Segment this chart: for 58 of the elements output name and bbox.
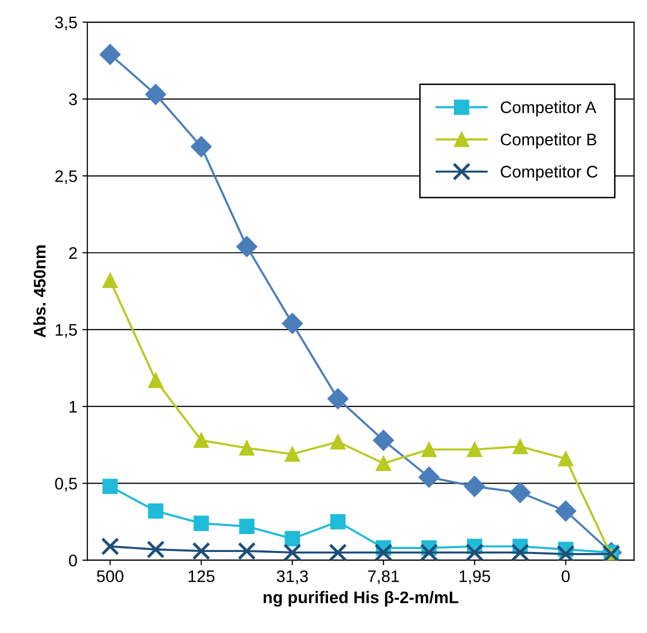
point [194,432,209,448]
point [102,478,118,494]
y-axis-title: Abs. 450nm [33,245,46,338]
legend-label: Competitor C [500,165,598,181]
x-axis-title: ng purified His β-2-m/mL [264,591,458,607]
point [236,236,258,258]
point [556,545,575,560]
x-tick-label: 31,3 [276,570,308,584]
point [101,537,120,556]
y-tick-label: 3,5 [55,16,77,30]
point [466,442,482,458]
x-tick-label: 7,81 [368,570,399,584]
point [330,514,346,530]
point [466,543,484,560]
point [148,372,164,388]
point [190,136,212,158]
point [284,446,300,462]
y-tick-label: 2 [69,247,77,259]
point [418,466,440,488]
y-tick-label: 0,5 [55,478,77,492]
point [555,500,576,522]
point [146,540,165,558]
y-tick-label: 1,5 [56,324,77,338]
point [558,451,574,466]
point [282,312,303,334]
point [420,543,438,560]
y-tick-label: 2,5 [55,170,77,184]
point [283,543,302,560]
y-tick-label: 1 [70,401,77,413]
point [239,518,254,534]
point [194,516,209,531]
point [239,440,254,456]
point [376,456,392,471]
point [464,476,486,497]
point [327,388,348,410]
y-tick-label: 3 [68,93,77,106]
x-tick-label: 1,95 [460,570,490,584]
point [148,503,164,519]
point [100,44,121,65]
point [372,430,394,451]
point [102,272,118,288]
point [421,442,437,458]
point [330,434,346,450]
point [374,543,393,560]
point [510,482,531,504]
point [238,542,256,560]
point [512,438,528,454]
point [145,84,166,105]
point [192,542,210,560]
x-tick-label: 500 [96,570,124,582]
point [511,543,530,560]
point [328,543,347,560]
x-tick-label: 0 [562,570,570,582]
legend-label: Competitor A [500,100,596,116]
legend-label: Competitor B [500,133,596,149]
point [284,531,300,546]
x-tick-label: 125 [188,570,214,582]
y-tick-label: 0 [69,554,77,566]
